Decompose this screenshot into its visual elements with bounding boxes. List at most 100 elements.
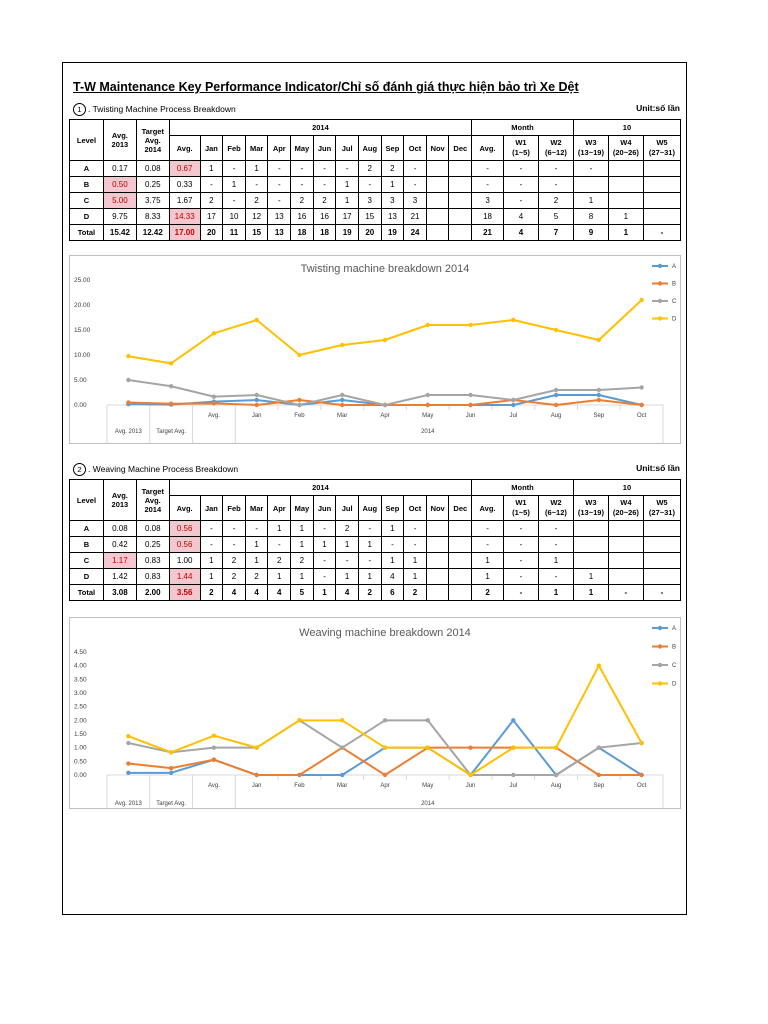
week-cell xyxy=(607,568,644,585)
weaving-section-title: 2. Weaving Machine Process Breakdown xyxy=(73,463,238,476)
table-row: C 5.00 3.75 1.67 2-2-2 2 1 3 3 3 3-2 1 xyxy=(69,192,682,209)
legend-label: D xyxy=(672,317,677,323)
data-point xyxy=(468,402,473,408)
week-cell: - xyxy=(537,536,574,553)
data-point xyxy=(553,745,559,750)
week-cell: 1 xyxy=(572,568,609,585)
data-point xyxy=(254,772,259,778)
week-cell: 1 xyxy=(607,208,644,225)
avg-2013-cell: 0.50 xyxy=(102,176,137,193)
year-header: 2014 xyxy=(168,119,473,136)
data-point xyxy=(468,322,473,328)
week-cell: - xyxy=(502,192,539,209)
x-category-label: Avg. xyxy=(208,783,220,789)
x-category-label: Jan xyxy=(252,783,262,789)
month-header-oct: Oct xyxy=(403,135,427,161)
month-header-dec: Dec xyxy=(448,495,473,521)
data-point xyxy=(553,772,559,778)
data-point xyxy=(340,392,345,398)
week-cell: 1 xyxy=(537,552,574,569)
y-tick-label: 0.50 xyxy=(74,758,87,765)
month-cell xyxy=(425,568,450,585)
header-row: Level Avg. 2013 Target Avg. 2014 2014 Month 1… xyxy=(69,119,682,161)
week-cell xyxy=(607,552,644,569)
week-cell xyxy=(572,552,609,569)
month-cell xyxy=(448,584,473,601)
month-cell xyxy=(425,536,450,553)
month-cell: 1 xyxy=(312,536,337,553)
legend-label: D xyxy=(672,682,677,688)
data-point xyxy=(468,392,473,398)
level-cell: D xyxy=(69,208,104,225)
month-header-mar: Mar xyxy=(244,495,269,521)
data-point xyxy=(297,397,302,403)
data-point xyxy=(639,402,644,408)
week-cell: - xyxy=(537,160,574,177)
month-cell: - xyxy=(403,176,427,193)
chart-title: Twisting machine breakdown 2014 xyxy=(301,263,470,275)
month-cell xyxy=(448,192,473,209)
week-cell xyxy=(572,520,609,537)
month-cell: - xyxy=(244,520,269,537)
week-cell xyxy=(572,536,609,553)
month-cell: 2 xyxy=(357,584,382,601)
month-cell: - xyxy=(199,520,224,537)
data-point xyxy=(340,718,345,723)
month-header-nov: Nov xyxy=(425,495,450,521)
legend-marker xyxy=(657,316,663,321)
y-tick-label: 15.00 xyxy=(74,327,91,334)
month-avg-header: Avg. xyxy=(471,495,504,521)
data-point xyxy=(168,750,174,755)
month-cell: 13 xyxy=(380,208,405,225)
y-tick-label: 20.00 xyxy=(74,302,91,309)
month-header-aug: Aug xyxy=(357,135,382,161)
week-cell: - xyxy=(572,160,609,177)
month-cell: 15 xyxy=(357,208,382,225)
section-number-badge: 1 xyxy=(73,103,86,116)
week-header-2: W2 (6~12) xyxy=(537,135,574,161)
avg-2013-header: Avg. 2013 xyxy=(102,119,137,161)
month-cell xyxy=(425,192,450,209)
data-point xyxy=(596,745,602,750)
week-cell xyxy=(607,176,644,193)
series-line-b xyxy=(128,746,642,776)
month-cell: 17 xyxy=(199,208,224,225)
month-header-oct: Oct xyxy=(403,495,427,521)
data-point xyxy=(254,392,259,398)
month-cell: 19 xyxy=(335,224,359,241)
legend-marker xyxy=(657,681,663,686)
month-cell: - xyxy=(267,176,292,193)
month-cell xyxy=(448,552,473,569)
data-point xyxy=(511,397,516,403)
month-avg-cell: 21 xyxy=(471,224,504,241)
week-cell: 7 xyxy=(537,224,574,241)
week-cell xyxy=(642,536,682,553)
x-category-label: Jan xyxy=(252,413,262,419)
month-cell: 3 xyxy=(380,192,405,209)
series-line-d xyxy=(128,299,643,365)
data-point xyxy=(126,740,131,746)
data-point xyxy=(382,745,388,750)
level-cell: C xyxy=(69,192,104,209)
data-point xyxy=(254,317,259,323)
data-point xyxy=(126,733,131,739)
level-header: Level xyxy=(69,119,104,161)
avg-2013-cell: 0.42 xyxy=(102,536,137,553)
week-header-5: W5 (27~31) xyxy=(642,135,682,161)
month-cell: 2 xyxy=(244,192,269,209)
avg-2014-cell: 0.33 xyxy=(168,176,201,193)
month-cell: 3 xyxy=(357,192,382,209)
week-cell xyxy=(607,536,644,553)
data-point xyxy=(382,772,388,778)
target-cell: 0.25 xyxy=(135,536,170,553)
legend-marker xyxy=(657,625,663,631)
data-point xyxy=(211,745,217,750)
legend-label: C xyxy=(672,299,677,305)
month-cell: 1 xyxy=(335,192,359,209)
month-header-sep: Sep xyxy=(380,135,405,161)
month-header-jul: Jul xyxy=(335,135,359,161)
level-cell: Total xyxy=(69,224,104,241)
month-cell: 19 xyxy=(380,224,405,241)
data-point xyxy=(211,394,217,399)
month-avg-cell: 2 xyxy=(471,584,504,601)
